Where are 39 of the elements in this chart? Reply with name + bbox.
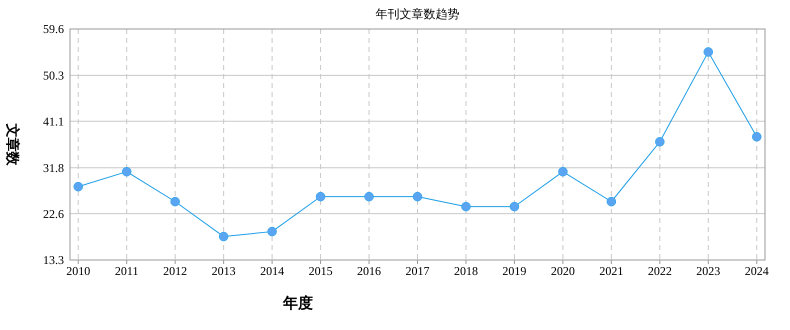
point bbox=[122, 166, 132, 176]
x-tick-label: 2019 bbox=[502, 264, 526, 278]
point bbox=[170, 196, 180, 206]
point bbox=[73, 182, 83, 192]
point bbox=[316, 192, 326, 202]
point bbox=[704, 47, 714, 57]
y-tick-label: 31.8 bbox=[43, 160, 64, 175]
y-tick-label: 22.6 bbox=[43, 206, 64, 221]
x-tick-label: 2016 bbox=[357, 264, 382, 278]
point bbox=[461, 202, 471, 212]
x-tick-label: 2021 bbox=[599, 264, 624, 278]
point bbox=[364, 192, 374, 202]
x-tick-label: 2024 bbox=[744, 264, 769, 278]
x-tick-label: 2012 bbox=[163, 264, 188, 278]
x-axis-title: 年度 bbox=[282, 294, 313, 312]
x-tick-label: 2011 bbox=[114, 264, 138, 278]
y-axis-title: 文章数 bbox=[4, 122, 21, 166]
y-tick-label: 59.6 bbox=[43, 22, 64, 36]
y-tick-label: 41.1 bbox=[43, 114, 64, 128]
x-tick-label: 2013 bbox=[212, 264, 236, 278]
chart-title: 年刊文章数趋势 bbox=[376, 7, 460, 21]
x-tick-label: 2018 bbox=[454, 264, 478, 278]
point bbox=[267, 226, 277, 236]
x-tick-label: 2010 bbox=[66, 264, 90, 278]
x-tick-label: 2017 bbox=[406, 264, 430, 278]
point bbox=[558, 166, 568, 176]
point bbox=[752, 132, 762, 142]
x-tick-label: 2022 bbox=[648, 264, 672, 278]
x-tick-label: 2023 bbox=[696, 264, 720, 278]
point bbox=[510, 202, 520, 212]
point bbox=[655, 137, 665, 147]
y-tick-label: 50.3 bbox=[43, 68, 64, 83]
x-tick-label: 2020 bbox=[550, 264, 575, 278]
point bbox=[218, 232, 228, 242]
x-tick-label: 2014 bbox=[260, 264, 284, 278]
x-tick-label: 2015 bbox=[308, 264, 333, 278]
point bbox=[412, 192, 422, 202]
point bbox=[606, 196, 616, 206]
y-tick-label: 13.3 bbox=[43, 253, 64, 268]
